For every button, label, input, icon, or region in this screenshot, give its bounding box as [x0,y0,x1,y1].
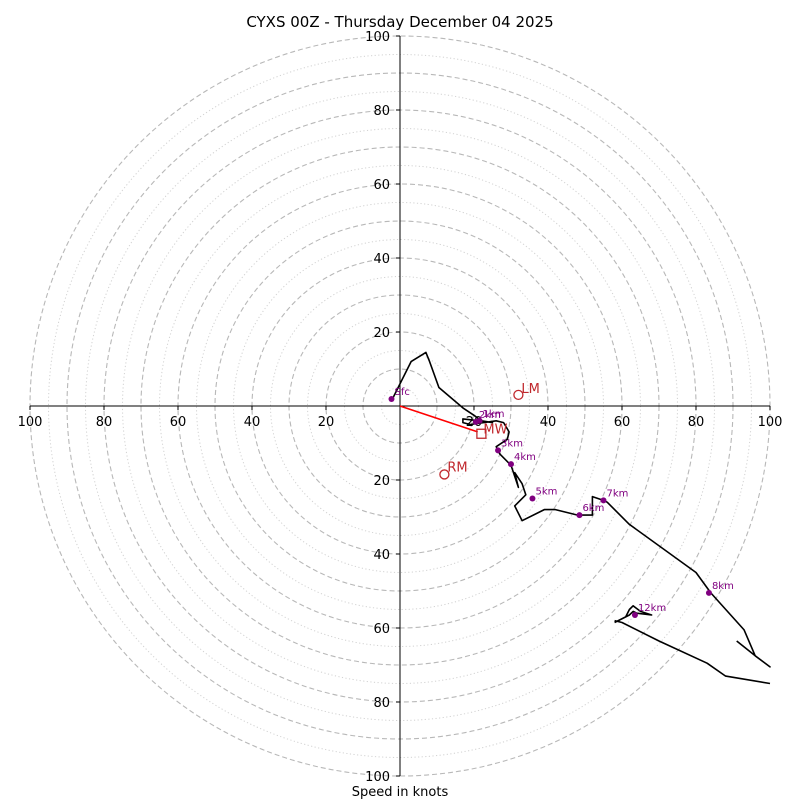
y-tick-label: 60 [373,622,390,637]
y-tick-label: 100 [365,30,390,45]
height-marker-dot [388,395,395,402]
x-tick-label: 60 [614,415,631,430]
height-marker-dot [508,461,514,468]
chart-title: CYXS 00Z - Thursday December 04 2025 [246,13,553,31]
storm-motion-group: MW LM RM [439,382,540,480]
height-marker-label: 12km [638,603,666,614]
x-tick-label: 40 [244,415,261,430]
y-tick-label: 80 [373,104,390,119]
left-mover-marker [513,389,524,401]
height-marker-dot [705,589,712,596]
shear-vector-line [399,405,478,433]
x-tick-label: 100 [758,415,783,430]
height-marker-label: 6km [582,503,604,514]
y-tick-label: 60 [373,178,390,193]
x-tick-label: 80 [96,415,113,430]
height-marker-dot [472,418,479,425]
height-marker-dot [576,512,583,519]
mean-wind-marker [476,428,487,439]
height-marker-dot [495,447,502,454]
shear-vector-group [399,405,478,433]
y-tick-label: 20 [373,326,390,341]
height-marker-label: 2km [479,410,501,421]
y-tick-label: 80 [373,696,390,711]
hodograph-trace-tail [614,619,771,685]
height-marker-label: 1km [483,409,505,420]
height-marker-dot [600,497,607,504]
height-marker-label: Sfc [394,387,409,398]
right-mover-label: RM [447,460,467,475]
hodograph-trace [391,351,771,668]
height-marker-dot [529,495,536,502]
height-marker-label: 3km [501,438,523,449]
height-marker-label: 8km [712,581,734,592]
y-tick-label: 20 [373,474,390,489]
y-tick-labels: 100 80 60 40 20 20 40 60 80 100 [365,30,400,785]
x-tick-label: 80 [688,415,705,430]
height-marker-label: 7km [607,488,629,499]
left-mover-label: LM [521,382,539,397]
height-marker-label: 5km [535,487,557,498]
x-axis-label: Speed in knots [352,785,449,800]
height-marker-label: 4km [514,452,536,463]
x-tick-label: 20 [318,415,335,430]
height-marker-dot [631,612,638,619]
y-tick-label: 100 [365,770,390,785]
y-tick-label: 40 [373,252,390,267]
x-tick-label: 40 [540,415,557,430]
hodograph-trace-upper [614,604,653,624]
mean-wind-label: MW [483,422,507,437]
y-tick-label: 40 [373,548,390,563]
x-tick-label: 100 [18,415,43,430]
x-tick-label: 60 [170,415,187,430]
right-mover-marker [439,469,450,480]
